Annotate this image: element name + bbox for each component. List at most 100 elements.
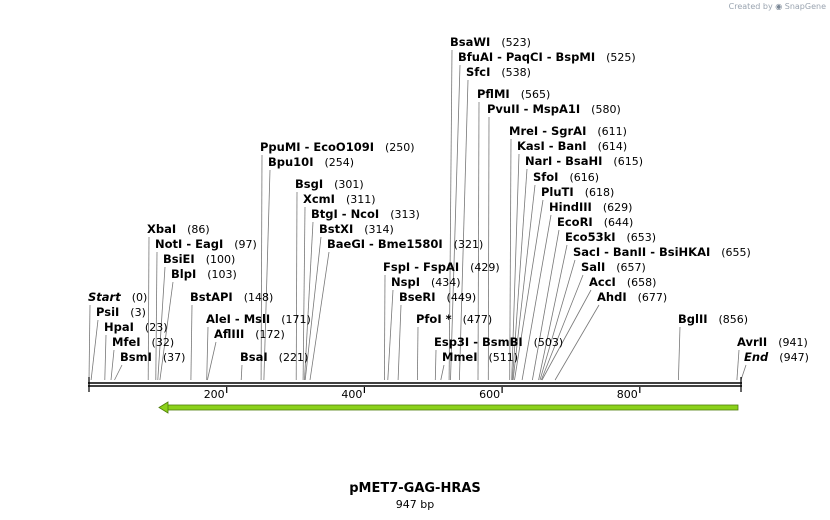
site-name-separator: -: [538, 124, 551, 138]
site-label: SalI (657): [581, 260, 646, 274]
enzyme-name: BseRI: [399, 290, 436, 304]
site-position: (655): [721, 246, 751, 259]
leader-line: [487, 116, 490, 381]
site-label: KasI - BanI (614): [517, 139, 627, 153]
axis-tick-label: 400: [341, 388, 362, 401]
enzyme-name: PvuII: [487, 102, 520, 116]
site-position: (523): [501, 36, 531, 49]
site-position: (301): [334, 178, 364, 191]
site-label: BfuAI - PaqCI - BspMI (525): [458, 50, 636, 64]
site-name-separator: -: [646, 245, 659, 259]
enzyme-name: BstAPI: [190, 290, 233, 304]
enzyme-name: BtgI: [311, 207, 338, 221]
leader-line: [417, 326, 419, 381]
site-position: (657): [616, 261, 646, 274]
enzyme-name: PaqCI: [506, 50, 543, 64]
site-position: (618): [585, 186, 615, 199]
enzyme-name: BsiEI: [163, 252, 195, 266]
enzyme-name: PluTI: [541, 185, 574, 199]
leader-line: [114, 364, 123, 381]
site-position: (429): [470, 261, 500, 274]
leader-line: [240, 364, 243, 381]
leader-line: [740, 364, 747, 381]
site-label: PfoI * (477): [416, 312, 492, 326]
site-label: XbaI (86): [147, 222, 210, 236]
leader-line: [512, 184, 536, 381]
enzyme-name: BsaHI: [565, 154, 602, 168]
site-position: (941): [778, 336, 808, 349]
enzyme-name: MspA1I: [532, 102, 580, 116]
leader-line: [304, 221, 314, 381]
site-label: BsaWI (523): [450, 35, 531, 49]
site-label: Start (0): [88, 290, 147, 304]
enzyme-name: BfuAI: [458, 50, 493, 64]
enzyme-name: NcoI: [351, 207, 380, 221]
site-position: (449): [447, 291, 477, 304]
axis-tick-label: 200: [204, 388, 225, 401]
enzyme-name: AvrII: [737, 335, 767, 349]
leader-line: [302, 206, 306, 381]
enzyme-name: BsaWI: [450, 35, 490, 49]
leader-line: [263, 169, 271, 381]
enzyme-name: BanI: [558, 139, 587, 153]
site-name-separator: -: [469, 335, 482, 349]
site-label: BsmI (37): [120, 350, 185, 364]
site-position: (0): [132, 291, 148, 304]
site-name-separator: -: [182, 237, 195, 251]
enzyme-name: Bme1580I: [378, 237, 443, 251]
leader-line: [448, 49, 453, 381]
leader-line: [678, 326, 681, 381]
enzyme-name: EcoO109I: [313, 140, 374, 154]
site-position: (611): [597, 125, 627, 138]
enzyme-name: XbaI: [147, 222, 176, 236]
snapgene-logo-icon: ◉: [775, 2, 783, 11]
enzyme-name: SgrAI: [551, 124, 586, 138]
site-position: (616): [569, 171, 599, 184]
site-label: HindIII (629): [549, 200, 632, 214]
site-label: BstAPI (148): [190, 290, 273, 304]
enzyme-name: NarI: [525, 154, 552, 168]
enzyme-name: AccI: [589, 275, 616, 289]
leader-line: [90, 319, 99, 381]
leader-line: [309, 251, 330, 381]
enzyme-name: AflIII: [214, 327, 244, 341]
site-position: (538): [501, 66, 531, 79]
site-position: (614): [598, 140, 628, 153]
leader-line: [384, 274, 386, 381]
site-label: BsiEI (100): [163, 252, 235, 266]
site-label: NspI (434): [391, 275, 461, 289]
site-label: NarI - BsaHI (615): [525, 154, 643, 168]
enzyme-name: BaeGI: [327, 237, 365, 251]
site-label: SacI - BanII - BsiHKAI (655): [573, 245, 751, 259]
site-position: (32): [152, 336, 175, 349]
enzyme-name: MreI: [509, 124, 538, 138]
enzyme-name: KasI: [517, 139, 545, 153]
site-label: AccI (658): [589, 275, 656, 289]
leader-line: [397, 304, 402, 381]
site-position: (658): [627, 276, 657, 289]
site-label: HpaI (23): [104, 320, 168, 334]
leader-line: [207, 341, 217, 381]
site-label: FspI - FspAI (429): [383, 260, 500, 274]
enzyme-name: PfoI *: [416, 312, 452, 326]
site-position: (172): [255, 328, 285, 341]
enzyme-name: FspAI: [423, 260, 459, 274]
sequence-backbone: [88, 382, 742, 387]
enzyme-name: MmeI: [442, 350, 478, 364]
leader-line: [104, 334, 107, 381]
site-position: (100): [206, 253, 236, 266]
leader-line: [539, 259, 576, 381]
enzyme-name: BsmBI: [482, 335, 523, 349]
enzyme-name: XcmI: [303, 192, 335, 206]
site-position: (3): [130, 306, 146, 319]
leader-line: [521, 214, 552, 381]
site-position: (103): [207, 268, 237, 281]
enzyme-name: BsmI: [120, 350, 152, 364]
enzyme-name: End: [744, 350, 769, 364]
enzyme-name: Bpu10I: [268, 155, 313, 169]
site-position: (250): [385, 141, 415, 154]
enzyme-name: EcoRI: [557, 215, 593, 229]
site-position: (580): [591, 103, 621, 116]
leader-line: [538, 244, 568, 381]
enzyme-name: SalI: [581, 260, 605, 274]
